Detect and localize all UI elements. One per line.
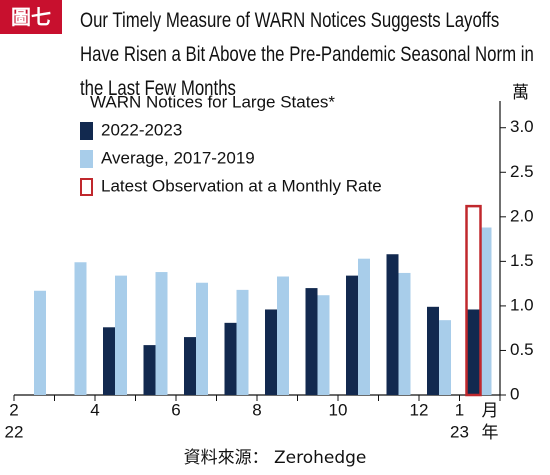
bar bbox=[346, 275, 358, 395]
legend-swatch bbox=[80, 178, 93, 196]
y-unit: 萬 bbox=[512, 83, 529, 103]
x-year-label: 22 bbox=[5, 422, 24, 441]
x-tick-label: 10 bbox=[329, 400, 348, 419]
bar bbox=[155, 272, 168, 395]
legend-swatch bbox=[80, 122, 93, 140]
bar bbox=[479, 227, 492, 395]
x-tick-label: 4 bbox=[90, 400, 99, 419]
legend-label: Latest Observation at a Monthly Rate bbox=[101, 176, 382, 195]
y-tick-label: 2.0 bbox=[510, 206, 534, 225]
legend-label: 2022-2023 bbox=[101, 120, 182, 139]
source: 資料來源： Zerohedge bbox=[184, 448, 367, 468]
x-year-unit: 年 bbox=[482, 423, 499, 443]
y-tick-label: 1.0 bbox=[510, 295, 534, 314]
bar bbox=[427, 306, 439, 395]
bar bbox=[386, 254, 399, 395]
bar bbox=[184, 337, 196, 395]
bar bbox=[317, 295, 330, 395]
x-tick-label: 8 bbox=[252, 400, 261, 419]
x-year-label: 23 bbox=[450, 422, 469, 441]
y-tick-label: 0.5 bbox=[510, 340, 534, 359]
legend-label: Average, 2017-2019 bbox=[101, 148, 255, 167]
bar bbox=[358, 258, 370, 395]
x-tick-label: 12 bbox=[410, 400, 429, 419]
badge: 圖七 bbox=[0, 0, 62, 34]
bar bbox=[236, 289, 249, 395]
x-tick-label: 2 bbox=[9, 400, 18, 419]
y-tick-label: 1.5 bbox=[510, 251, 534, 270]
bar bbox=[467, 309, 480, 395]
x-tick-label: 1 bbox=[455, 400, 464, 419]
x-tick-label: 6 bbox=[171, 400, 180, 419]
bar bbox=[103, 327, 115, 395]
bar bbox=[224, 322, 237, 395]
bar bbox=[265, 309, 277, 395]
bar bbox=[277, 276, 289, 395]
bar bbox=[115, 275, 127, 395]
bar bbox=[34, 290, 46, 395]
x-unit: 月 bbox=[482, 401, 499, 421]
bar bbox=[305, 288, 318, 395]
bar bbox=[143, 345, 156, 395]
bar bbox=[398, 272, 411, 395]
legend-swatch bbox=[80, 150, 93, 168]
latest-box bbox=[465, 204, 482, 397]
bar bbox=[196, 282, 208, 395]
y-tick-label: 0 bbox=[510, 384, 519, 403]
y-tick-label: 2.5 bbox=[510, 162, 534, 181]
chart-title: Our Timely Measure of WARN Notices Sugge… bbox=[80, 9, 534, 100]
y-tick-label: 3.0 bbox=[510, 117, 534, 136]
bar bbox=[439, 320, 451, 395]
legend-title: WARN Notices for Large States* bbox=[90, 92, 335, 111]
bar bbox=[74, 262, 87, 395]
